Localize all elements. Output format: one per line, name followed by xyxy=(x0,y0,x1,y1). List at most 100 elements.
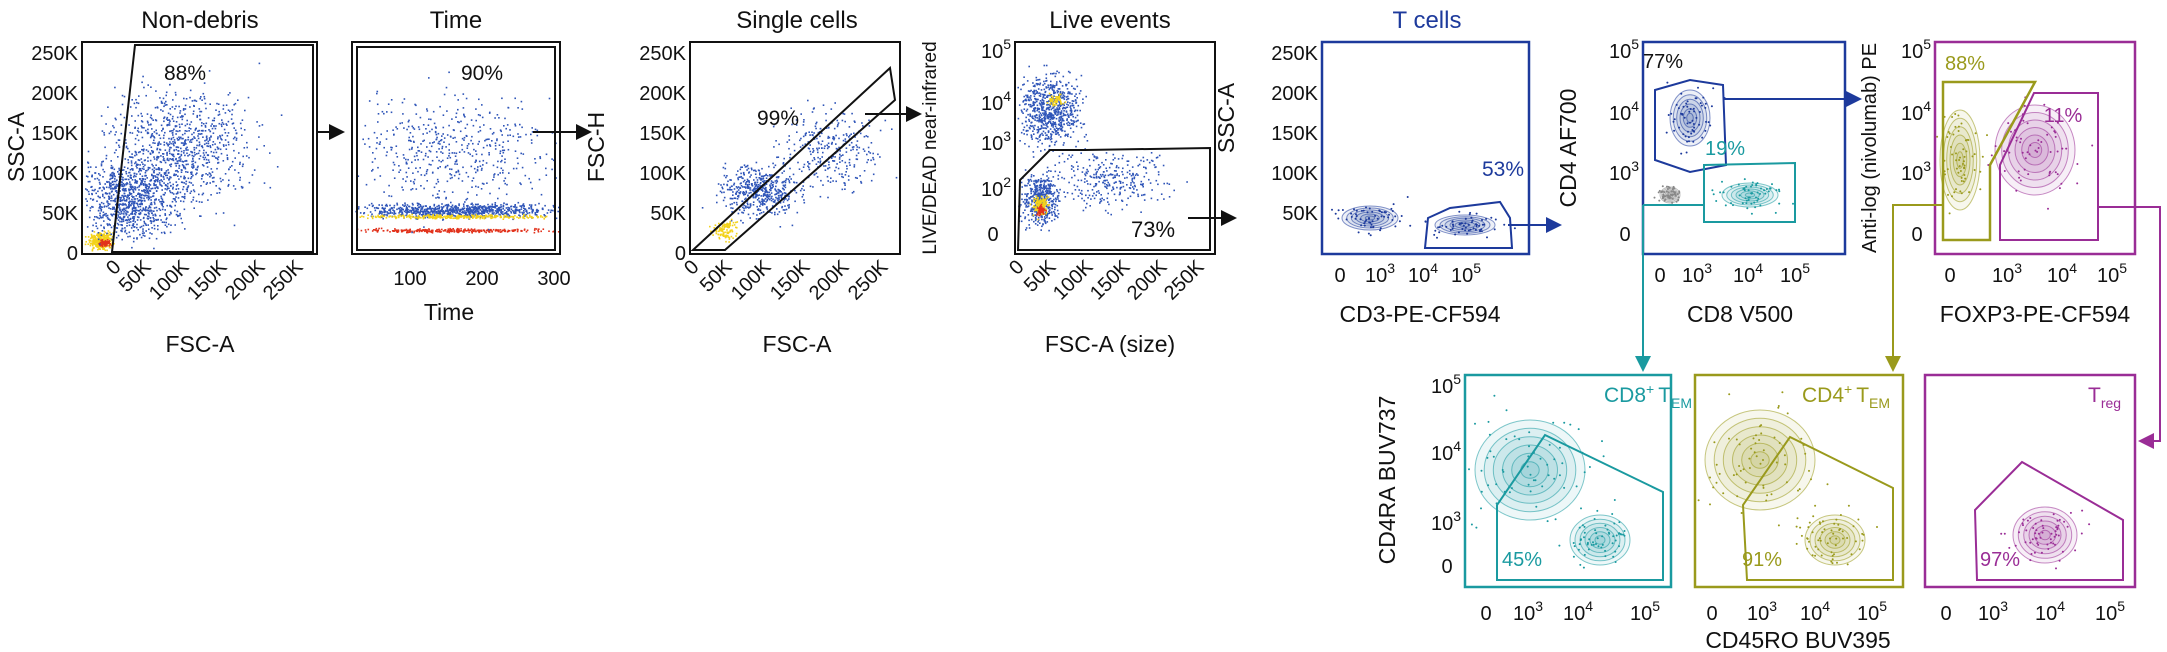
density-point xyxy=(477,186,480,188)
density-point xyxy=(195,100,198,102)
density-point xyxy=(191,138,193,141)
density-point xyxy=(785,198,787,200)
density-point xyxy=(134,207,137,210)
density-point xyxy=(835,166,837,169)
density-point xyxy=(118,204,120,207)
density-point xyxy=(734,221,737,224)
density-point xyxy=(163,182,165,184)
density-point xyxy=(513,229,515,231)
density-point xyxy=(110,197,113,199)
density-point xyxy=(153,156,155,158)
density-point xyxy=(736,226,738,229)
density-point xyxy=(96,246,98,248)
density-point xyxy=(802,124,805,126)
density-point xyxy=(751,183,753,185)
density-point xyxy=(448,71,450,74)
density-point xyxy=(202,123,205,125)
density-point xyxy=(416,218,419,220)
density-point xyxy=(839,150,841,152)
density-point xyxy=(181,222,184,224)
density-point xyxy=(492,131,495,134)
density-point xyxy=(506,231,509,233)
density-point xyxy=(420,185,422,187)
density-point xyxy=(498,187,500,190)
density-point xyxy=(449,213,452,215)
density-point xyxy=(472,177,475,179)
density-point xyxy=(447,231,450,233)
density-point xyxy=(534,158,536,160)
density-point xyxy=(832,160,834,162)
density-point xyxy=(769,185,772,188)
density-point xyxy=(153,182,155,185)
density-point xyxy=(122,196,125,198)
density-point xyxy=(749,204,752,207)
density-point xyxy=(472,216,475,218)
density-point xyxy=(729,179,731,181)
density-point xyxy=(141,193,143,196)
density-point xyxy=(121,218,124,221)
density-point xyxy=(827,145,830,148)
density-point xyxy=(185,147,187,150)
density-point xyxy=(503,180,505,182)
density-point xyxy=(756,214,758,216)
density-point xyxy=(776,180,779,183)
density-point xyxy=(415,167,417,169)
density-point xyxy=(754,190,757,192)
density-point xyxy=(190,177,192,180)
density-point xyxy=(412,216,414,218)
density-point xyxy=(209,146,212,149)
density-point xyxy=(411,231,413,234)
density-point xyxy=(221,119,223,121)
density-point xyxy=(418,206,421,209)
density-point xyxy=(788,147,790,150)
density-point xyxy=(844,184,846,186)
density-point xyxy=(445,196,447,199)
density-point xyxy=(170,142,172,145)
density-point xyxy=(1045,122,1047,124)
density-point xyxy=(234,136,236,139)
density-point xyxy=(507,208,509,211)
density-point xyxy=(553,230,555,233)
density-point xyxy=(97,248,99,251)
density-point xyxy=(488,229,490,232)
density-point xyxy=(458,151,461,153)
density-point xyxy=(130,227,133,229)
density-point xyxy=(382,214,385,217)
density-point xyxy=(844,182,846,185)
density-point xyxy=(438,230,440,233)
density-point xyxy=(157,144,159,147)
density-point xyxy=(133,217,135,220)
density-point xyxy=(140,200,143,203)
density-point xyxy=(103,171,106,173)
density-point xyxy=(461,137,464,140)
density-point xyxy=(184,142,186,144)
density-point xyxy=(417,206,420,209)
density-point xyxy=(114,200,116,203)
density-point xyxy=(139,219,142,221)
density-point xyxy=(163,144,166,146)
density-point xyxy=(86,189,88,191)
density-point xyxy=(234,169,236,171)
density-point xyxy=(401,101,404,104)
density-point xyxy=(134,186,136,188)
density-point xyxy=(476,169,479,172)
density-point xyxy=(451,191,454,193)
density-point xyxy=(435,230,437,232)
density-point xyxy=(139,205,142,208)
density-point xyxy=(747,213,750,216)
density-point xyxy=(118,169,121,171)
density-point xyxy=(736,203,738,206)
density-point xyxy=(476,210,478,212)
density-point xyxy=(440,215,442,217)
density-point xyxy=(102,235,105,237)
density-point xyxy=(207,174,209,176)
density-point xyxy=(1054,75,1057,78)
density-point xyxy=(484,211,486,213)
density-point xyxy=(164,161,167,164)
density-point xyxy=(393,206,395,209)
density-point xyxy=(136,101,138,104)
density-point xyxy=(471,155,474,157)
density-point xyxy=(771,181,774,184)
density-point xyxy=(209,103,211,105)
density-point xyxy=(144,223,147,225)
